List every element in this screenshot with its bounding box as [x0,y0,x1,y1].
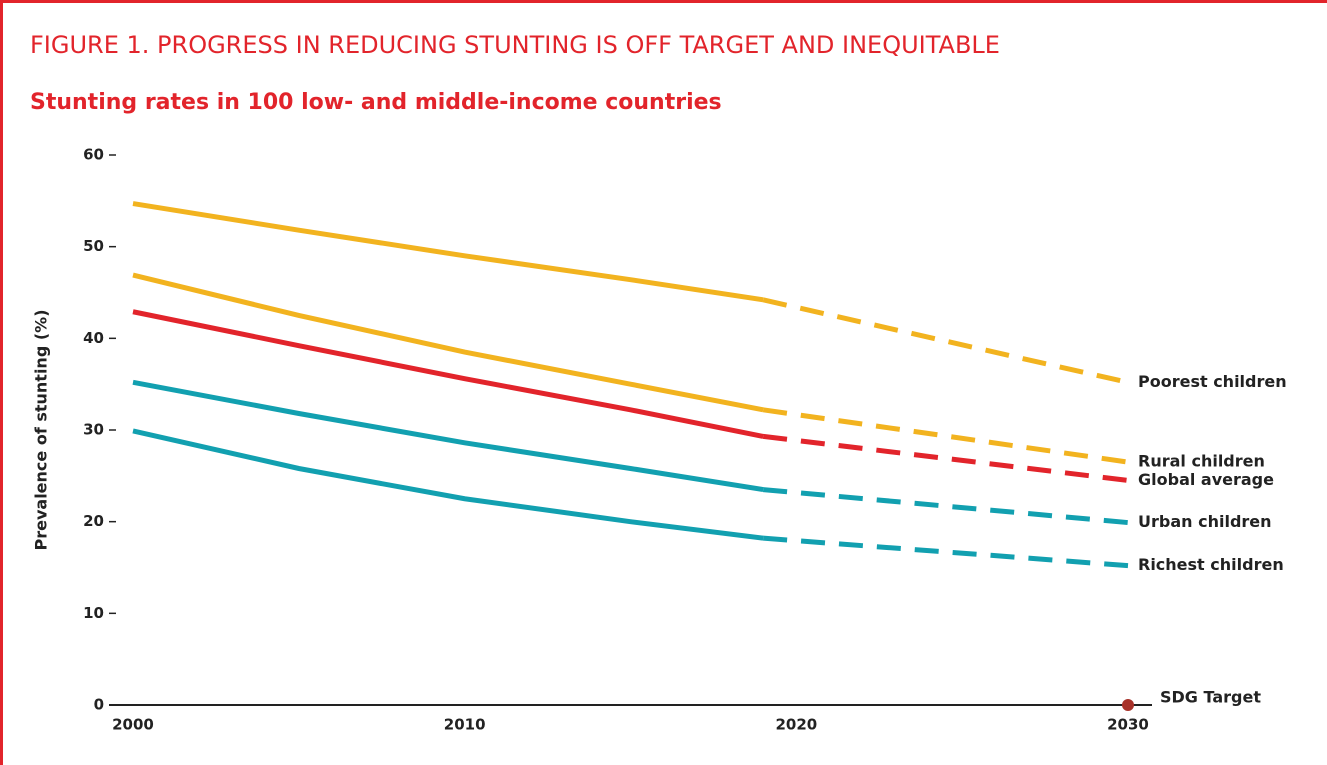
series-label: Richest children [1138,555,1284,574]
series-projection [762,297,1129,385]
y-tick-label: 60 [83,146,104,164]
series-label: Urban children [1138,512,1272,531]
series-projection [762,487,1129,526]
x-tick-label: 2010 [444,716,486,734]
series-line [132,428,764,541]
series-projection [762,407,1129,465]
series-line [132,309,764,439]
series-line [132,272,764,413]
series-label: Global average [1138,470,1274,489]
series-projection [762,535,1129,569]
series-line [132,379,764,493]
x-tick-label: 2030 [1107,716,1149,734]
series-projection [762,433,1129,483]
series-line [132,201,764,303]
y-tick-label: 30 [83,421,104,439]
series-label: Rural children [1138,452,1265,471]
y-tick-label: 50 [83,237,104,255]
x-tick-label: 2000 [112,716,154,734]
chart-subtitle: Stunting rates in 100 low- and middle-in… [30,90,722,115]
target-point [1122,699,1134,711]
x-tick-label: 2020 [775,716,817,734]
chart-title: FIGURE 1. PROGRESS IN REDUCING STUNTING … [30,31,1000,59]
series-label: Poorest children [1138,372,1287,391]
y-tick-label: 0 [94,696,104,714]
y-tick-label: 10 [83,604,104,622]
y-tick-label: 40 [83,329,104,347]
y-axis-label: Prevalence of stunting (%) [32,309,51,550]
target-label: SDG Target [1160,688,1261,707]
y-tick-label: 20 [83,512,104,530]
